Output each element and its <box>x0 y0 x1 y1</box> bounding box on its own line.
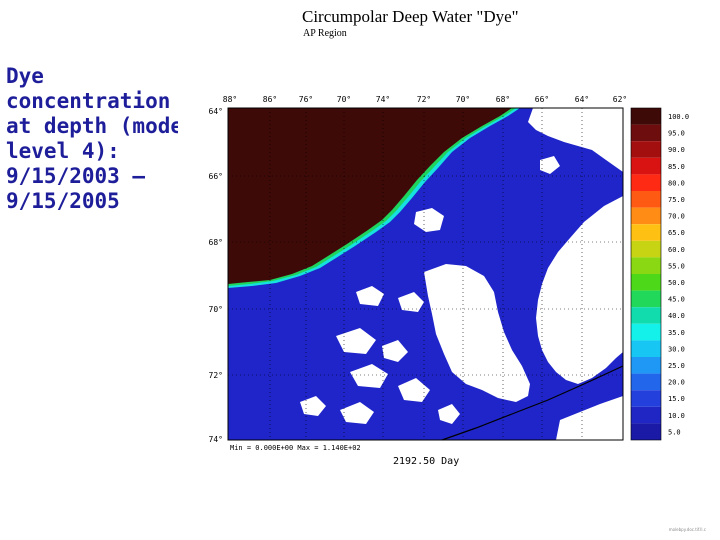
high-concentration-region <box>228 108 520 288</box>
lat-label: 68° <box>209 238 223 247</box>
land-east-coast <box>536 196 623 384</box>
lon-label: 76° <box>299 95 313 104</box>
lon-label: 70° <box>456 95 470 104</box>
lon-label: 72° <box>417 95 431 104</box>
land-island-d <box>398 292 424 312</box>
caption-line: 9/15/2003 – <box>6 164 146 188</box>
colorbar-label: 15.0 <box>668 395 685 403</box>
lat-label: 74° <box>209 435 223 444</box>
land-island-g <box>350 364 388 388</box>
colorbar-label: 90.0 <box>668 146 685 154</box>
map-title: Circumpolar Deep Water "Dye" <box>302 7 519 26</box>
colorbar-frame <box>630 107 662 441</box>
colorbar-label: 35.0 <box>668 329 685 337</box>
colorbar-swatch <box>631 323 661 341</box>
lon-label: 62° <box>613 95 627 104</box>
land-island-k <box>438 404 460 424</box>
colorbar-swatch <box>631 307 661 324</box>
colorbar-swatch <box>631 108 661 125</box>
land-island-b <box>540 156 560 174</box>
colorbar-swatch <box>631 157 661 175</box>
colorbar-swatch <box>631 191 661 208</box>
map-panel: 88° 86° 76° 70° 74° 72° 70° 68° 66° 64° … <box>209 95 628 467</box>
land-island-a <box>414 208 444 232</box>
colorbar-swatch <box>631 207 661 225</box>
land-island-i <box>340 402 374 424</box>
colorbar-label: 45.0 <box>668 296 685 304</box>
land-island-c <box>356 286 384 306</box>
lon-label: 66° <box>535 95 549 104</box>
lon-label: 74° <box>376 95 390 104</box>
colorbar-swatch <box>631 357 661 374</box>
colorbar-swatch <box>631 390 661 407</box>
colorbar-label: 80.0 <box>668 179 685 187</box>
colorbar-swatch <box>631 257 661 274</box>
latitude-labels: 64° 66° 68° 70° 72° 74° <box>209 107 223 444</box>
caption-line: Dye <box>6 64 44 88</box>
colorbar-swatch <box>631 240 661 258</box>
colorbar-swatch <box>631 174 661 191</box>
caption-line: 9/15/2005 <box>6 189 120 213</box>
lon-label: 86° <box>263 95 277 104</box>
land-island-e <box>336 328 376 354</box>
land-southeast <box>556 396 623 440</box>
lon-label: 88° <box>223 95 237 104</box>
coastline-line <box>441 365 624 441</box>
lat-label: 64° <box>209 107 223 116</box>
lon-label: 68° <box>496 95 510 104</box>
colorbar-label: 75.0 <box>668 196 685 204</box>
colorbar-label: 30.0 <box>668 345 685 353</box>
colorbar-swatch <box>631 340 661 357</box>
lon-label: 70° <box>337 95 351 104</box>
land-island-j <box>300 396 326 416</box>
colorbar-label: 60.0 <box>668 246 685 254</box>
land-island-f <box>382 340 408 362</box>
colorbar-label: 70.0 <box>668 213 685 221</box>
colorbar-swatch <box>631 290 661 308</box>
lat-label: 70° <box>209 305 223 314</box>
land-masses <box>300 108 623 440</box>
colorbar-swatch <box>631 274 661 291</box>
colorbar-label: 55.0 <box>668 262 685 270</box>
land-island-h <box>398 378 430 402</box>
colorbar-label: 85.0 <box>668 163 685 171</box>
colorbar-swatch <box>631 406 661 424</box>
land-northeast <box>528 108 623 172</box>
caption-line: level 4): <box>6 139 120 163</box>
map-subtitle: AP Region <box>303 28 347 39</box>
colorbar-swatch <box>631 224 661 241</box>
slide-caption: Dye concentration at depth (mode level 4): 9… <box>6 64 178 214</box>
lon-label: 64° <box>575 95 589 104</box>
colorbar-label: 40.0 <box>668 312 685 320</box>
min-max-readout: Min = 0.000E+00 Max = 1.140E+02 <box>230 444 361 452</box>
time-label: 2192.50 Day <box>393 456 459 467</box>
colorbar-swatch <box>631 124 661 142</box>
land-peninsula <box>424 264 530 402</box>
lat-label: 66° <box>209 172 223 181</box>
colorbar-label: 25.0 <box>668 362 685 370</box>
longitude-labels: 88° 86° 76° 70° 74° 72° 70° 68° 66° 64° … <box>223 95 627 104</box>
colorbar-swatch <box>631 373 661 391</box>
colorbar-label: 100.0 <box>668 113 689 121</box>
colorbar-label: 10.0 <box>668 412 685 420</box>
colorbar-swatch <box>631 423 661 440</box>
caption-line: concentration <box>6 89 171 113</box>
colorbar-label: 20.0 <box>668 379 685 387</box>
colorbar-swatch <box>631 141 661 158</box>
lat-label: 72° <box>209 371 223 380</box>
map-frame <box>227 107 624 441</box>
caption-line: at depth (mode <box>6 114 178 138</box>
footer-mark: molebpy.doc.tif.ll.c <box>668 527 706 532</box>
colorbar-label: 50.0 <box>668 279 685 287</box>
colorbar-label: 95.0 <box>668 130 685 138</box>
colorbar: 100.0 95.0 90.0 85.0 80.0 75.0 70.0 65.0 60.0 55.… <box>630 107 689 441</box>
colorbar-label: 65.0 <box>668 229 685 237</box>
colorbar-label: 5.0 <box>668 428 681 436</box>
